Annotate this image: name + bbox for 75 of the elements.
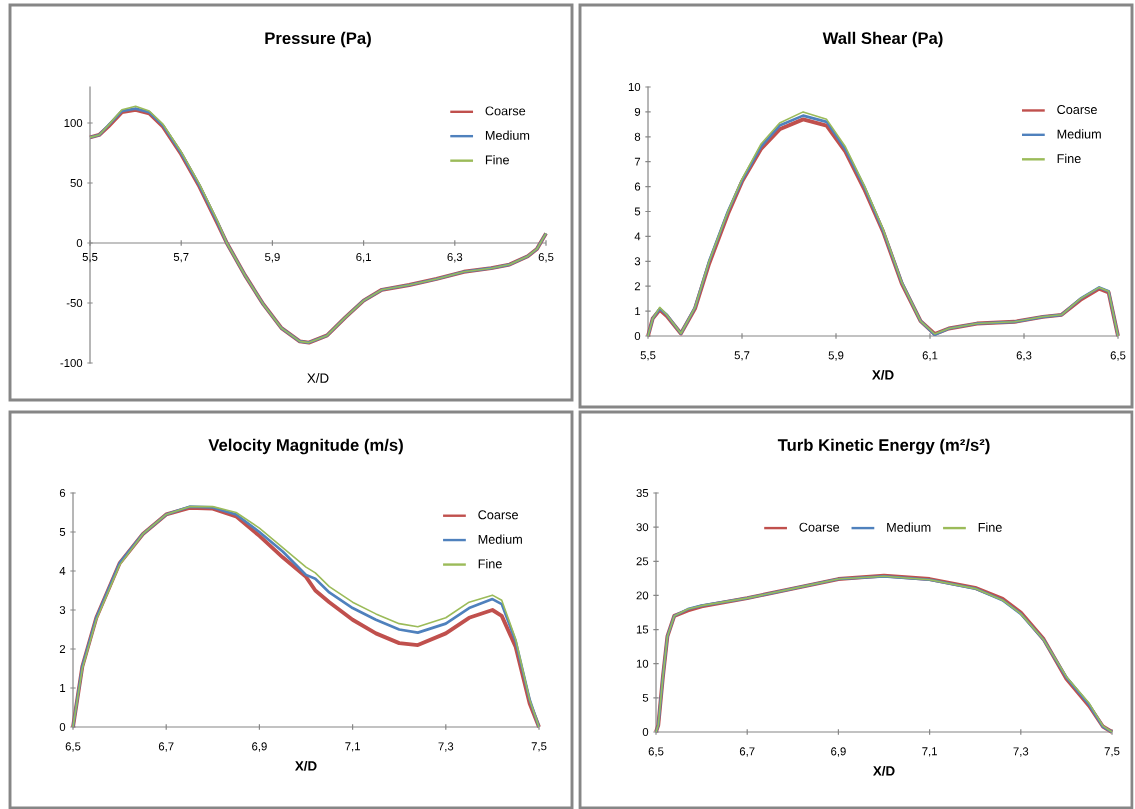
- y-tick-label: 4: [634, 232, 641, 241]
- y-tick-label: 9: [634, 107, 641, 116]
- legend-label: Fine: [485, 154, 509, 165]
- legend-label: Medium: [887, 522, 931, 532]
- y-tick-label: 8: [634, 132, 641, 141]
- y-tick-label: 30: [636, 522, 649, 531]
- x-axis-title: X/D: [295, 760, 317, 771]
- x-tick-label: 6,3: [1016, 351, 1032, 361]
- x-tick-label: 7,1: [345, 742, 360, 752]
- chart-title: Pressure (Pa): [265, 31, 371, 48]
- legend-label: Fine: [1057, 153, 1081, 163]
- y-tick-label: 10: [636, 659, 649, 668]
- x-tick-label: 6,3: [447, 252, 463, 263]
- y-tick-label: -100: [60, 358, 83, 367]
- chart-title: Wall Shear (Pa): [822, 31, 943, 48]
- y-tick-label: 15: [636, 625, 649, 634]
- x-tick-label: 6,5: [65, 742, 81, 752]
- chart-title: Turb Kinetic Energy (m²/s²): [777, 438, 990, 455]
- x-tick-label: 6,1: [922, 351, 938, 361]
- legend-label: Fine: [478, 558, 502, 569]
- y-tick-label: 6: [59, 488, 66, 497]
- legend-label: Medium: [1057, 129, 1101, 139]
- x-tick-label: 7,5: [1104, 747, 1120, 757]
- chart-title: Velocity Magnitude (m/s): [208, 438, 403, 455]
- legend-label: Medium: [478, 534, 522, 544]
- x-tick-label: 6,7: [739, 747, 755, 757]
- y-tick-label: 2: [59, 644, 66, 653]
- y-tick-label: 5: [59, 527, 66, 536]
- x-tick-label: 5,5: [82, 252, 98, 263]
- y-tick-label: 4: [59, 566, 66, 575]
- x-tick-label: 7,1: [922, 747, 937, 757]
- x-tick-label: 6,7: [158, 742, 174, 752]
- y-tick-label: 0: [642, 727, 649, 736]
- x-axis-title: X/D: [872, 369, 894, 380]
- legend-label: Coarse: [799, 522, 840, 532]
- y-tick-label: 0: [634, 331, 641, 340]
- y-tick-label: 7: [634, 157, 641, 166]
- x-axis-title: X/D: [307, 372, 329, 383]
- x-tick-label: 7,3: [438, 742, 454, 752]
- y-tick-label: 2: [634, 282, 641, 290]
- legend-label: Coarse: [1057, 104, 1097, 114]
- legend-label: Coarse: [485, 106, 526, 116]
- x-tick-label: 5,7: [734, 351, 750, 361]
- x-tick-label: 6,5: [1110, 351, 1126, 361]
- x-axis-title: X/D: [873, 765, 895, 776]
- x-tick-label: 7,3: [1013, 747, 1029, 757]
- y-tick-label: 100: [64, 118, 83, 127]
- y-tick-label: 0: [59, 722, 66, 731]
- y-tick-label: 50: [70, 178, 83, 187]
- x-tick-label: 6,9: [831, 747, 846, 757]
- x-tick-label: 5,5: [640, 351, 656, 361]
- x-tick-label: 6,9: [252, 742, 267, 752]
- legend-label: Coarse: [478, 510, 518, 520]
- legend-label: Fine: [978, 522, 1002, 532]
- x-tick-label: 7,5: [531, 742, 547, 752]
- y-tick-label: 35: [636, 488, 649, 497]
- x-tick-label: 5,9: [828, 351, 844, 361]
- y-tick-label: 1: [60, 683, 66, 692]
- x-tick-label: 6,1: [356, 252, 371, 263]
- y-tick-label: -50: [66, 298, 83, 307]
- y-tick-label: 6: [634, 182, 641, 191]
- x-tick-label: 6,5: [648, 747, 664, 757]
- legend-label: Medium: [485, 130, 530, 140]
- y-tick-label: 5: [634, 207, 641, 216]
- y-tick-label: 5: [642, 693, 649, 702]
- x-tick-label: 5,9: [264, 252, 280, 263]
- y-tick-label: 10: [628, 82, 641, 91]
- y-tick-label: 3: [59, 605, 66, 614]
- y-tick-label: 25: [636, 557, 649, 566]
- y-tick-label: 3: [634, 257, 641, 266]
- x-tick-label: 6,5: [538, 252, 554, 263]
- y-tick-label: 0: [76, 238, 83, 247]
- y-tick-label: 20: [636, 591, 649, 600]
- x-tick-label: 5,7: [173, 252, 189, 263]
- y-tick-label: 1: [635, 306, 641, 315]
